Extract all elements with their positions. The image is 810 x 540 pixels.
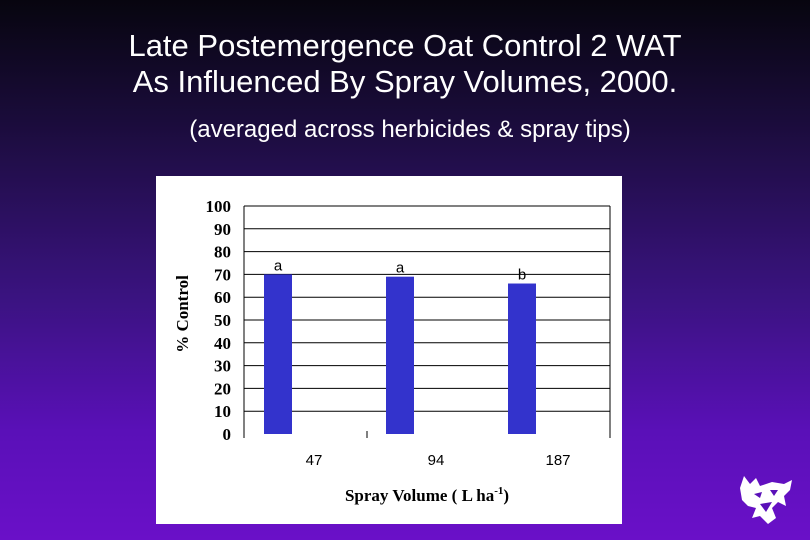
x-tick-labels: 47 94 187 [306,452,571,469]
x-tick-label: 94 [428,452,445,469]
bar [386,276,414,434]
chart-title-line1: Late Postemergence Oat Control 2 WAT [128,28,682,63]
gridlines [243,205,611,438]
y-tick-label: 100 [206,197,232,216]
y-tick-label: 60 [214,288,231,307]
x-axis-label-superscript: -1 [494,485,503,497]
y-tick-labels: 0 10 20 30 40 50 60 70 80 90 100 [206,197,232,444]
y-tick-label: 0 [223,425,232,444]
y-tick-label: 20 [214,379,231,398]
bar-chart: a a b 0 10 20 30 40 50 60 70 80 90 100 47 94 187 % Con… [173,197,611,505]
y-tick-label: 90 [214,220,231,239]
x-tick-label: 187 [545,452,570,469]
wildcat-logo-icon [740,476,792,524]
x-axis-label-end: ) [503,486,509,505]
bar-significance-label: b [518,267,526,284]
x-axis-label-main: Spray Volume ( L ha [345,486,495,505]
y-tick-label: 40 [214,334,231,353]
bar [508,283,536,434]
chart-title-line2: As Influenced By Spray Volumes, 2000. [132,64,678,99]
bar-significance-label: a [274,257,283,274]
y-tick-label: 80 [214,243,231,262]
y-tick-label: 70 [214,265,231,284]
bar [264,274,292,434]
y-axis-label: % Control [173,275,192,353]
title-block: Late Postemergence Oat Control 2 WAT As … [0,28,810,100]
chart-panel: a a b 0 10 20 30 40 50 60 70 80 90 100 47 94 187 % Con… [156,176,622,524]
y-tick-label: 50 [214,311,231,330]
y-tick-label: 10 [214,402,231,421]
chart-subtitle: (averaged across herbicides & spray tips… [189,116,631,143]
x-tick-label: 47 [306,452,323,469]
x-axis-label: Spray Volume ( L ha-1) [345,485,509,505]
y-tick-label: 30 [214,357,231,376]
bar-significance-label: a [396,260,405,277]
